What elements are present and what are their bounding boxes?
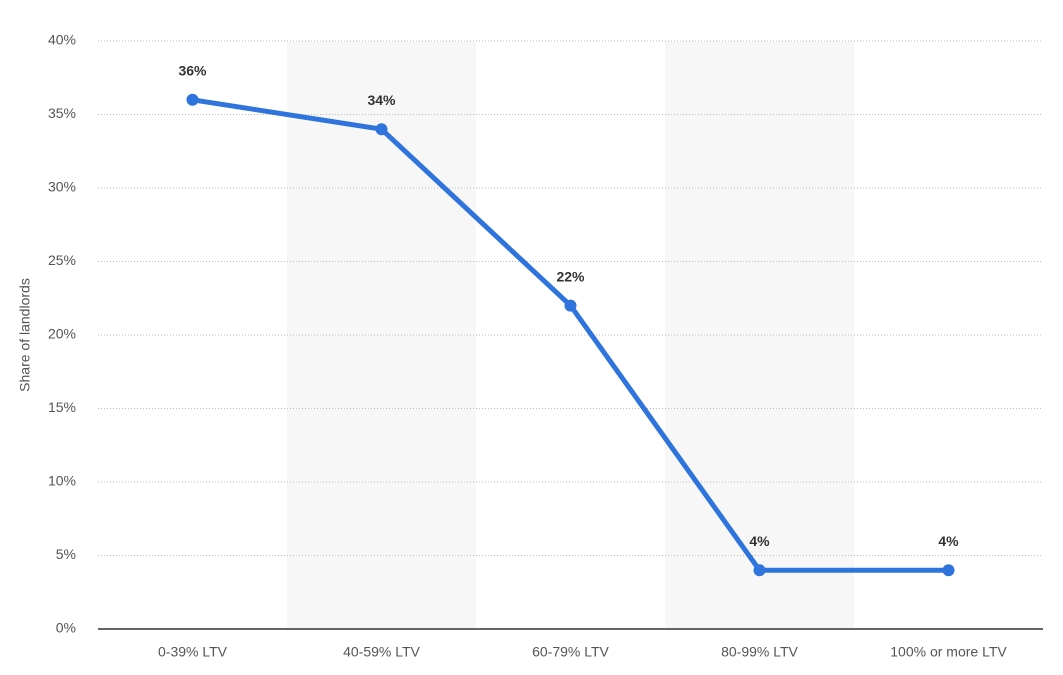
x-tick-label: 100% or more LTV [890,644,1007,660]
point [375,123,388,136]
x-tick-label: 0-39% LTV [158,644,228,660]
x-tick-label: 40-59% LTV [343,644,420,660]
band-shade [665,41,854,629]
point [942,564,955,577]
point [186,93,199,106]
x-tick-label: 60-79% LTV [532,644,609,660]
y-tick-label: 30% [48,179,76,195]
y-tick-label: 40% [48,32,76,48]
value-label: 36% [178,63,207,79]
y-tick-label: 0% [56,620,76,636]
x-tick-label: 80-99% LTV [721,644,798,660]
value-label: 22% [556,268,585,284]
y-tick-label: 15% [48,399,76,415]
y-tick-label: 20% [48,326,76,342]
point [564,299,577,312]
value-label: 34% [367,92,396,108]
band-shade [287,41,476,629]
y-tick-label: 10% [48,473,76,489]
value-label: 4% [938,533,959,549]
y-axis-label: Share of landlords [17,278,33,392]
y-tick-label: 25% [48,252,76,268]
y-tick-label: 5% [56,546,76,562]
y-tick-label: 35% [48,105,76,121]
value-label: 4% [749,533,770,549]
point [753,564,766,577]
